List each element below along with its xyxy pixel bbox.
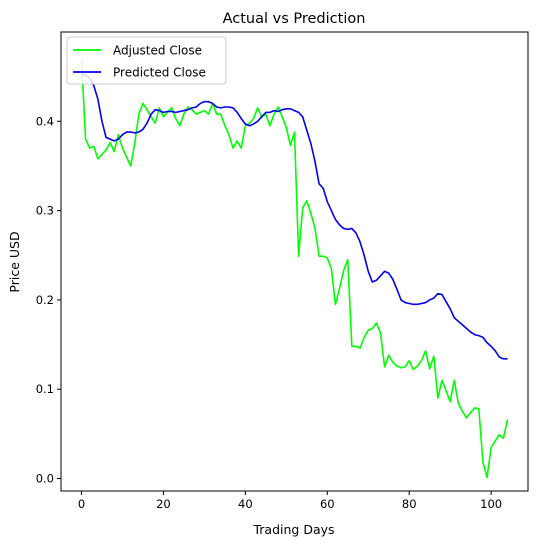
- legend-label-adjusted-close: Adjusted Close: [113, 44, 202, 58]
- legend-label-predicted-close: Predicted Close: [113, 66, 206, 80]
- chart-title: Actual vs Prediction: [223, 11, 366, 27]
- series-line-predicted-close: [81, 74, 508, 360]
- series-line-adjusted-close: [80, 58, 509, 479]
- series-lines: [80, 58, 509, 479]
- x-tick-label: 40: [238, 497, 253, 511]
- legend: Adjusted Close Predicted Close: [66, 36, 227, 85]
- plot-frame: [60, 31, 529, 492]
- x-tick-label: 80: [402, 497, 417, 511]
- y-tick-label: 0.2: [36, 293, 54, 307]
- x-tick-label: 20: [156, 497, 171, 511]
- x-tick-label: 0: [78, 497, 85, 511]
- y-tick-label: 0.0: [36, 471, 54, 485]
- y-axis-title: Price USD: [7, 231, 22, 292]
- x-tick-label: 100: [480, 497, 502, 511]
- x-axis-title: Trading Days: [252, 522, 334, 537]
- x-tick-label: 60: [320, 497, 335, 511]
- y-tick-label: 0.4: [36, 114, 54, 128]
- y-tick-label: 0.3: [36, 204, 54, 218]
- legend-box: [66, 36, 227, 85]
- y-tick-label: 0.1: [36, 382, 54, 396]
- axis-ticks: 0 20 40 60 80 100 0.0 0.1 0.2 0.3 0.4: [36, 114, 502, 511]
